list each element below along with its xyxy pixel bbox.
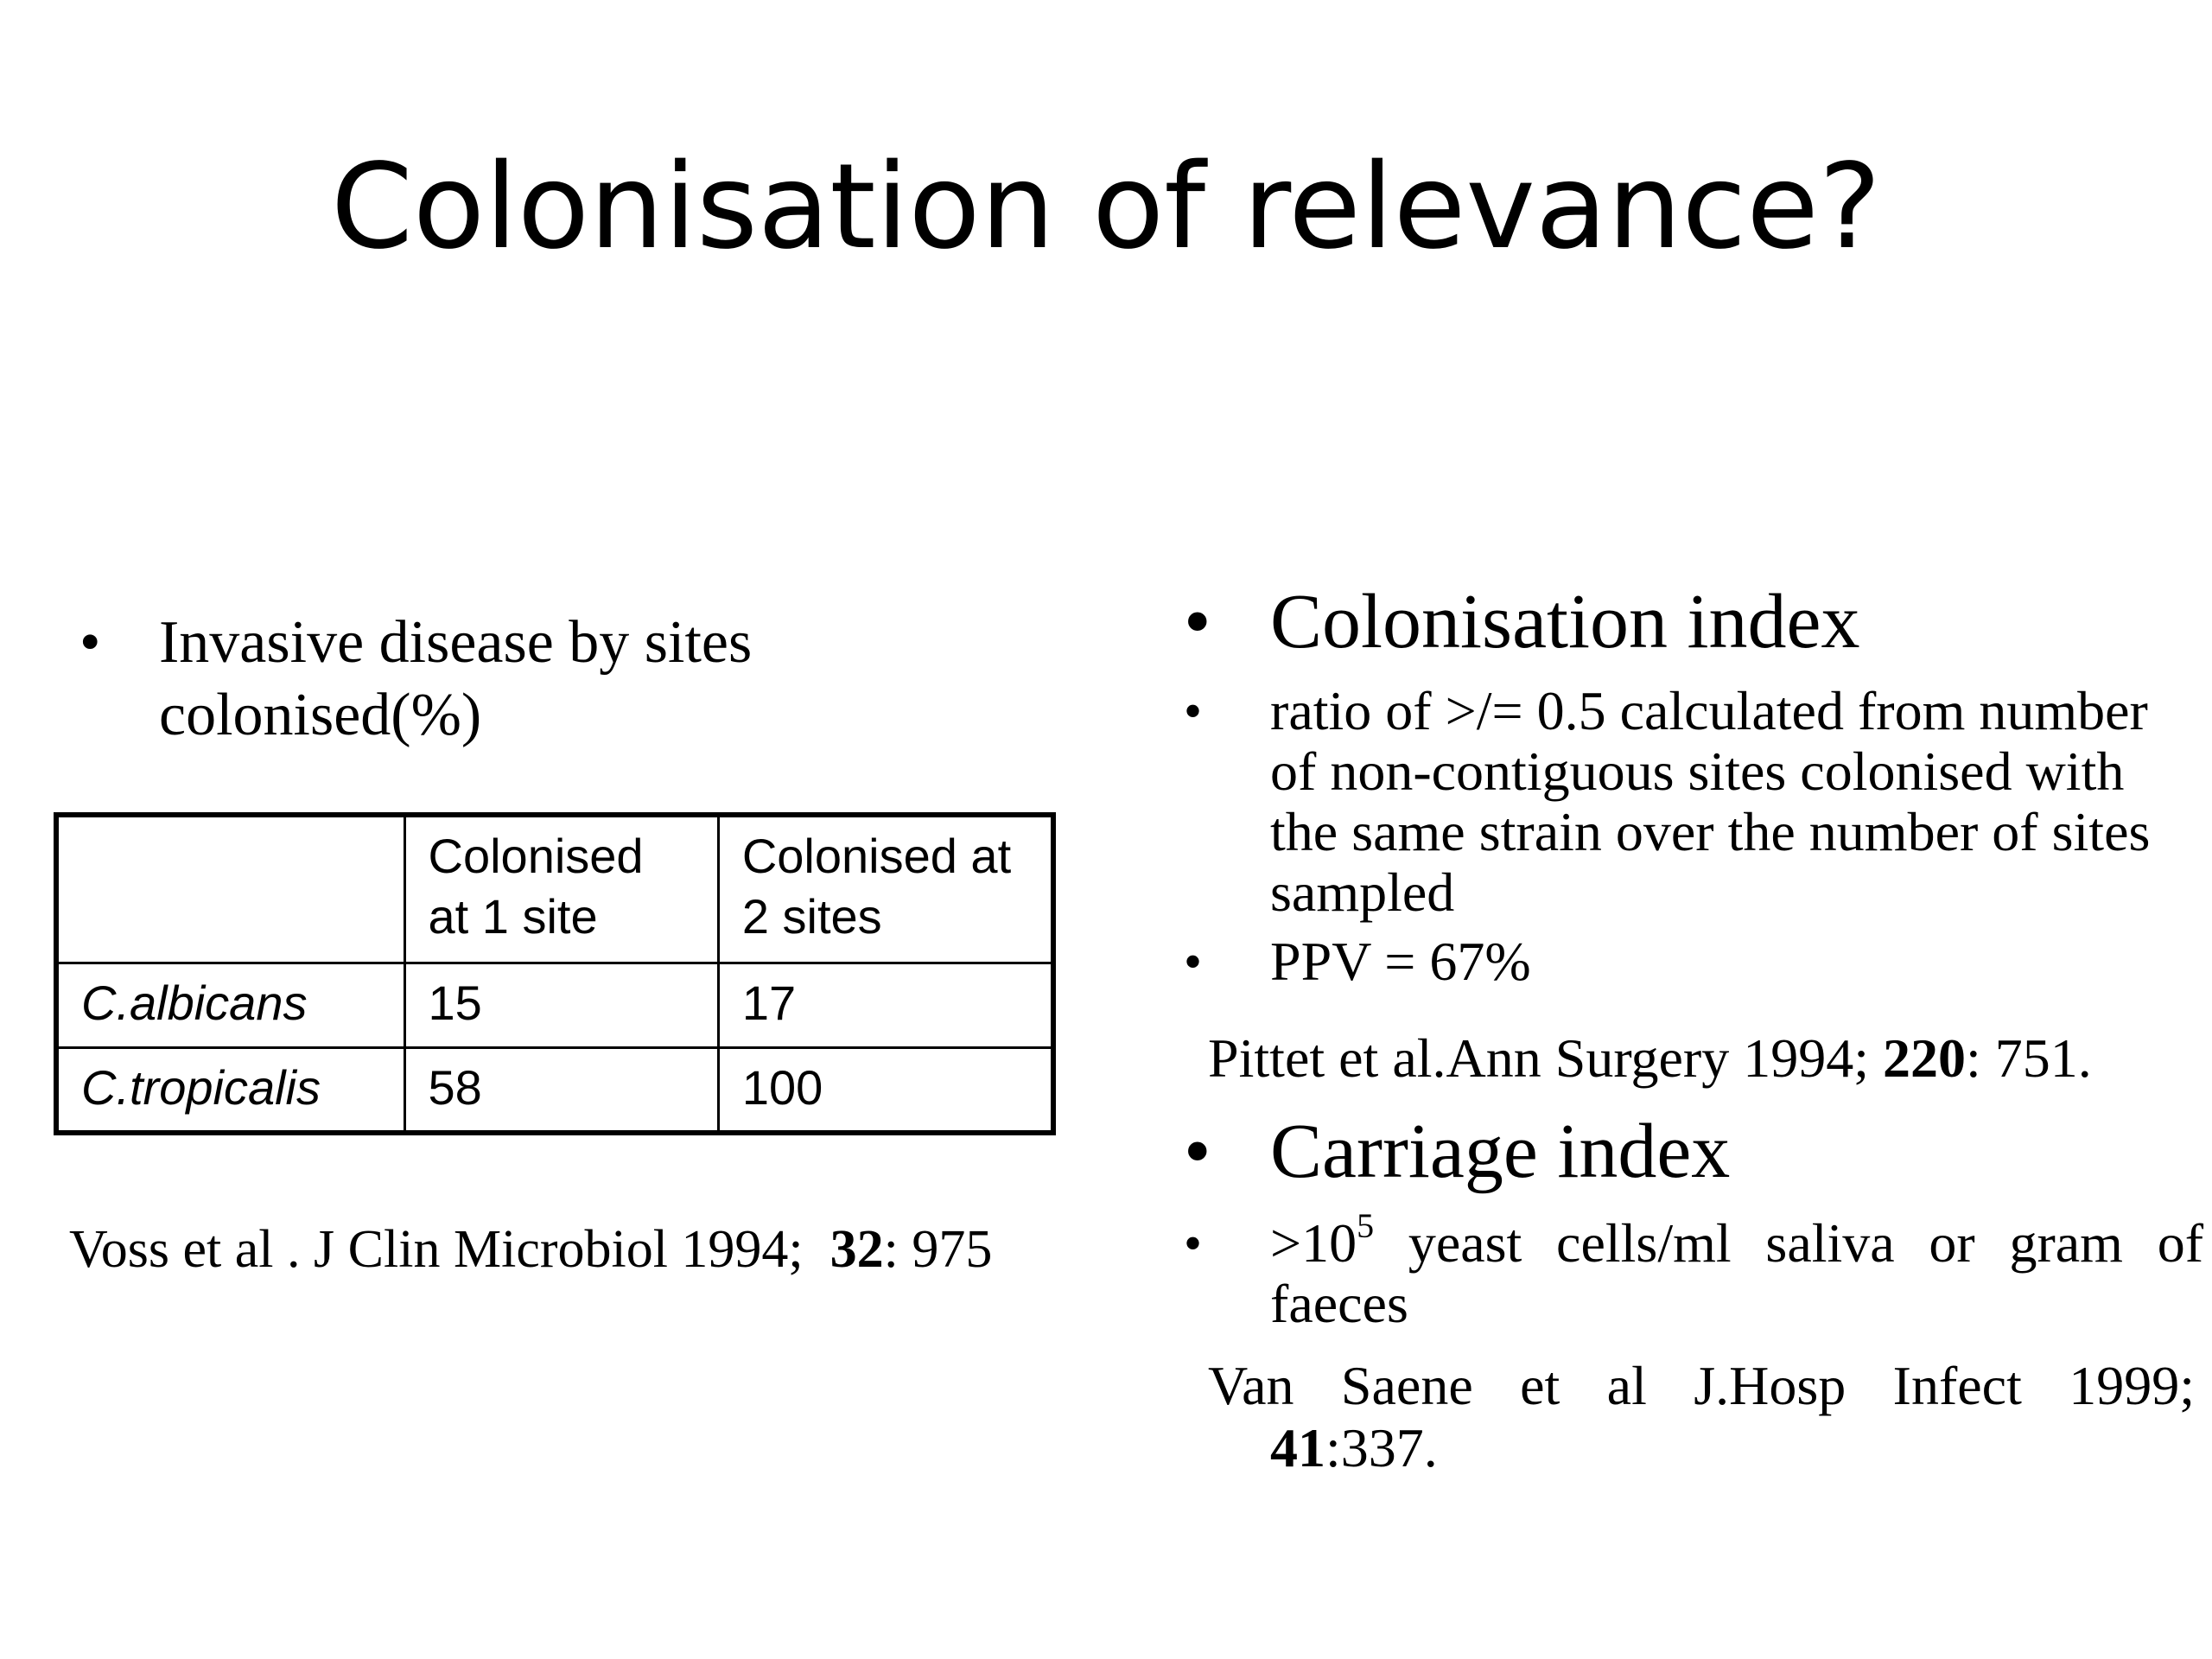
- bullet-dot: •: [1184, 1215, 1203, 1272]
- bullet-dot: •: [1184, 1109, 1211, 1194]
- table-cell-species: C.tropicalis: [54, 1046, 406, 1135]
- bullet-dot: •: [79, 609, 101, 676]
- reference-volume: 220: [1882, 1027, 1966, 1089]
- table-cell: 15: [403, 962, 720, 1049]
- reference-volume: 32: [830, 1220, 884, 1279]
- reference-pages: : 751.: [1965, 1027, 2092, 1089]
- bullet-dot: •: [1184, 579, 1211, 664]
- table-row: C.albicans 15 17: [54, 962, 1055, 1049]
- slide-title: Colonisation of relevance?: [330, 139, 1882, 276]
- reference-volume: 41: [1270, 1417, 1325, 1478]
- table-header-cell: Colonised at 1 site: [403, 813, 720, 965]
- heading-text: Carriage index: [1270, 1109, 1731, 1194]
- carriage-text: >105 yeast cells/ml saliva or gram of fa…: [1270, 1209, 2204, 1334]
- heading-text: Colonisation index: [1270, 579, 1860, 664]
- reference-pages: : 975: [883, 1220, 993, 1279]
- table-header-row: Colonised at 1 site Colonised at 2 sites: [54, 813, 1055, 965]
- table-cell: 100: [716, 1046, 1055, 1135]
- carriage-base: >10: [1270, 1212, 1357, 1274]
- table-header-cell: [54, 813, 406, 965]
- ppv-text: PPV = 67%: [1270, 931, 1531, 992]
- reference-pittet: Pittet et al.Ann Surgery 1994; 220: 751.: [1208, 1027, 2092, 1090]
- reference-van-saene: Van Saene et al J.Hosp Infect 1999; 41:3…: [1208, 1355, 2195, 1479]
- bullet-dot: •: [1184, 933, 1203, 990]
- reference-text: Voss et al . J Clin Microbiol 1994;: [69, 1220, 804, 1279]
- definition-text: ratio of >/= 0.5 calculated from number …: [1270, 680, 2151, 923]
- table-header-cell: Colonised at 2 sites: [716, 813, 1055, 965]
- reference-voss: Voss et al . J Clin Microbiol 1994; 32: …: [69, 1217, 992, 1282]
- reference-tail: 41:337.: [1208, 1417, 2195, 1479]
- reference-text: Van Saene et al J.Hosp Infect 1999;: [1208, 1355, 2195, 1416]
- carriage-description: yeast cells/ml saliva or gram of faeces: [1270, 1212, 2204, 1334]
- bullet-dot: •: [1184, 683, 1203, 740]
- table-cell: 17: [716, 962, 1055, 1049]
- left-bullet-text: Invasive disease by sites colonised(%): [159, 609, 753, 748]
- carriage-exponent: 5: [1357, 1206, 1375, 1245]
- colonisation-table: Colonised at 1 site Colonised at 2 sites…: [54, 812, 1056, 1135]
- table-cell: 58: [403, 1046, 720, 1135]
- reference-text: Pittet et al.Ann Surgery 1994;: [1208, 1027, 1869, 1089]
- table-row: C.tropicalis 58 100: [54, 1046, 1055, 1135]
- reference-pages: :337.: [1325, 1417, 1438, 1478]
- table-cell-species: C.albicans: [54, 962, 406, 1049]
